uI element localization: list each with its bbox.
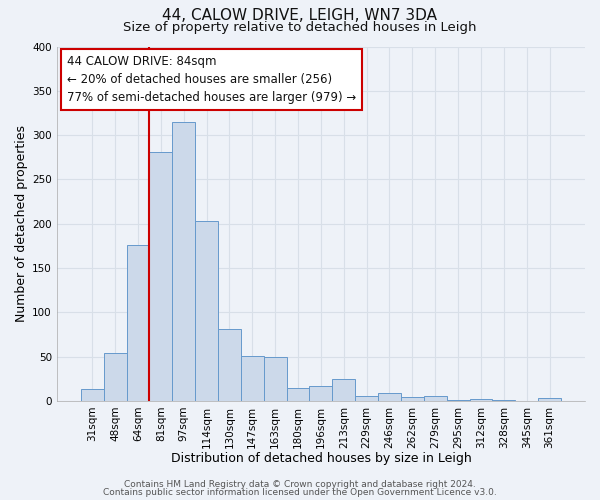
Bar bbox=[127, 245, 149, 401]
Text: 44 CALOW DRIVE: 84sqm
← 20% of detached houses are smaller (256)
77% of semi-det: 44 CALOW DRIVE: 84sqm ← 20% of detached … bbox=[67, 56, 356, 104]
Bar bbox=[149, 152, 172, 401]
Bar bbox=[493, 400, 515, 401]
Bar bbox=[264, 356, 287, 401]
Bar bbox=[401, 398, 424, 401]
Bar bbox=[355, 396, 378, 401]
Text: Contains public sector information licensed under the Open Government Licence v3: Contains public sector information licen… bbox=[103, 488, 497, 497]
Bar bbox=[195, 221, 218, 401]
Y-axis label: Number of detached properties: Number of detached properties bbox=[15, 125, 28, 322]
Text: Size of property relative to detached houses in Leigh: Size of property relative to detached ho… bbox=[123, 21, 477, 34]
Bar bbox=[538, 398, 561, 401]
Bar bbox=[310, 386, 332, 401]
Text: 44, CALOW DRIVE, LEIGH, WN7 3DA: 44, CALOW DRIVE, LEIGH, WN7 3DA bbox=[163, 8, 437, 22]
Bar bbox=[104, 353, 127, 401]
Bar bbox=[172, 122, 195, 401]
Bar bbox=[287, 388, 310, 401]
Bar bbox=[241, 356, 264, 401]
Bar bbox=[332, 378, 355, 401]
Bar bbox=[470, 399, 493, 401]
Bar bbox=[81, 390, 104, 401]
Bar bbox=[218, 329, 241, 401]
Bar bbox=[424, 396, 446, 401]
Bar bbox=[378, 393, 401, 401]
Text: Contains HM Land Registry data © Crown copyright and database right 2024.: Contains HM Land Registry data © Crown c… bbox=[124, 480, 476, 489]
Bar bbox=[446, 400, 470, 401]
X-axis label: Distribution of detached houses by size in Leigh: Distribution of detached houses by size … bbox=[170, 452, 471, 465]
